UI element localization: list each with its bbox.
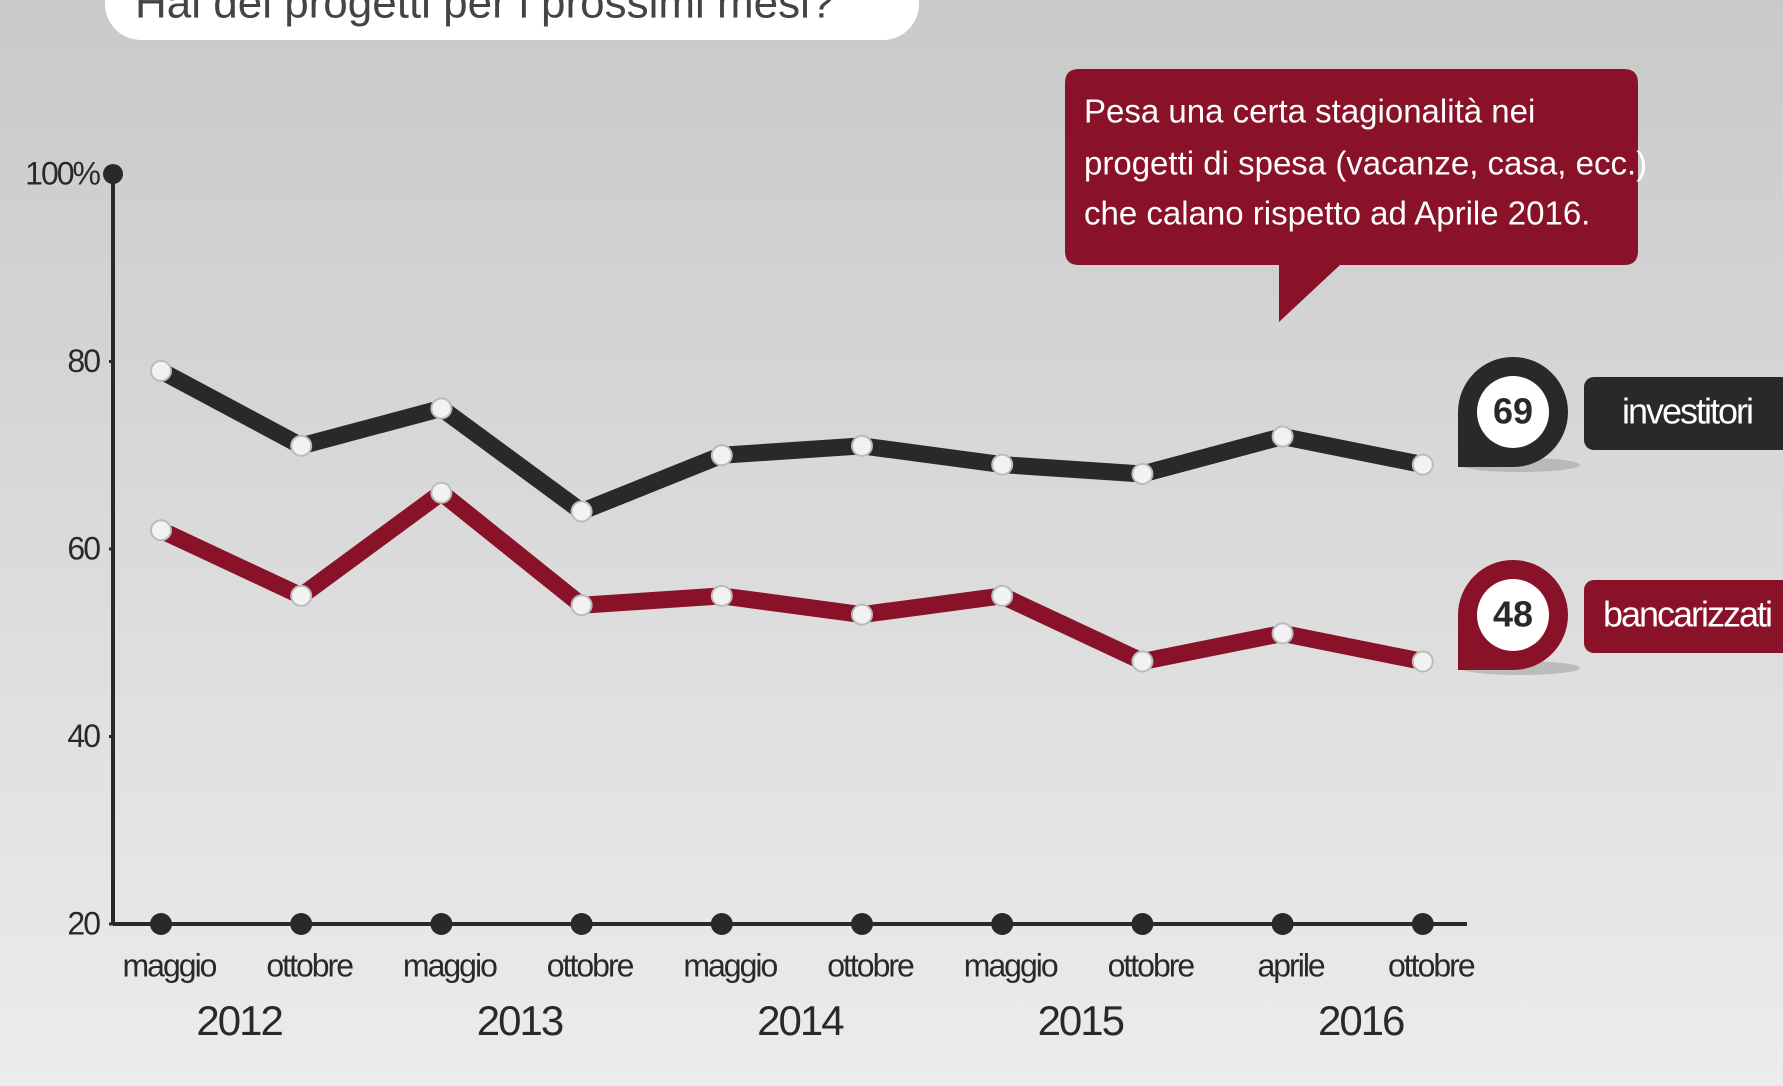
annotation-box [1065, 69, 1638, 322]
data-point [430, 397, 453, 420]
end-value-label: 48 [1493, 594, 1533, 635]
data-point [290, 584, 313, 607]
x-tick-label: maggio [403, 947, 497, 983]
legend-label: bancarizzati [1603, 594, 1771, 635]
axis-dot [851, 913, 873, 935]
x-tick-label: aprile [1257, 947, 1324, 983]
data-point [991, 584, 1014, 607]
y-tick-label: 20 [67, 905, 100, 941]
y-tick-label: 40 [67, 718, 100, 754]
data-point [1411, 453, 1434, 476]
y-tick-label: 80 [67, 343, 100, 379]
y-tick-label: 100% [25, 155, 100, 191]
data-point [1131, 463, 1154, 485]
series-line [156, 363, 1425, 520]
axis-dot [150, 913, 172, 935]
data-point [150, 359, 172, 382]
series-line [157, 484, 1425, 670]
data-point [851, 603, 873, 626]
annotation-line: progetti di spesa (vacanze, casa, ecc.) [1084, 145, 1647, 182]
x-tick-label: ottobre [1108, 947, 1195, 983]
chart-title: Hai dei progetti per i prossimi mesi? [135, 0, 834, 28]
legend-label: investitori [1622, 391, 1752, 432]
x-tick-label: maggio [964, 947, 1058, 983]
x-tick-label: maggio [123, 947, 217, 983]
data-point [991, 453, 1014, 476]
x-tick-label: ottobre [1388, 947, 1475, 983]
data-point [570, 594, 593, 617]
year-label: 2015 [1038, 997, 1124, 1044]
x-tick-label: ottobre [266, 947, 353, 983]
axis-dot [1271, 913, 1294, 935]
data-point [851, 434, 873, 457]
data-point [430, 481, 453, 504]
data-point [1271, 425, 1294, 448]
axis-dot [1131, 913, 1154, 935]
data-point [1411, 650, 1434, 673]
axis-dot [1411, 913, 1434, 935]
x-tick-label: maggio [683, 947, 777, 983]
legend-box [1584, 377, 1783, 450]
legend-box [1584, 580, 1783, 653]
year-label: 2013 [477, 997, 563, 1044]
data-point [290, 434, 313, 457]
year-label: 2014 [757, 997, 844, 1044]
x-tick-label: ottobre [827, 947, 914, 983]
axis-dot [570, 913, 593, 935]
data-point [1271, 622, 1294, 645]
year-label: 2016 [1318, 997, 1404, 1044]
annotation-line: Pesa una certa stagionalità nei [1084, 93, 1535, 130]
year-label: 2012 [196, 997, 282, 1044]
data-point [1131, 650, 1154, 673]
data-point [710, 444, 733, 467]
data-point [710, 584, 733, 607]
axis-dot [991, 913, 1014, 935]
badge-circle [1477, 376, 1549, 448]
end-value-label: 69 [1493, 391, 1533, 432]
data-point [570, 500, 593, 523]
title-box [105, 0, 919, 40]
badge-circle [1477, 579, 1549, 651]
axis-dot [430, 913, 453, 935]
axis-dot [710, 913, 733, 935]
annotation-line: che calano rispetto ad Aprile 2016. [1084, 195, 1590, 232]
y-tick-label: 60 [67, 530, 100, 566]
axis-dot [290, 913, 313, 935]
data-point [150, 519, 172, 542]
x-tick-label: ottobre [547, 947, 634, 983]
